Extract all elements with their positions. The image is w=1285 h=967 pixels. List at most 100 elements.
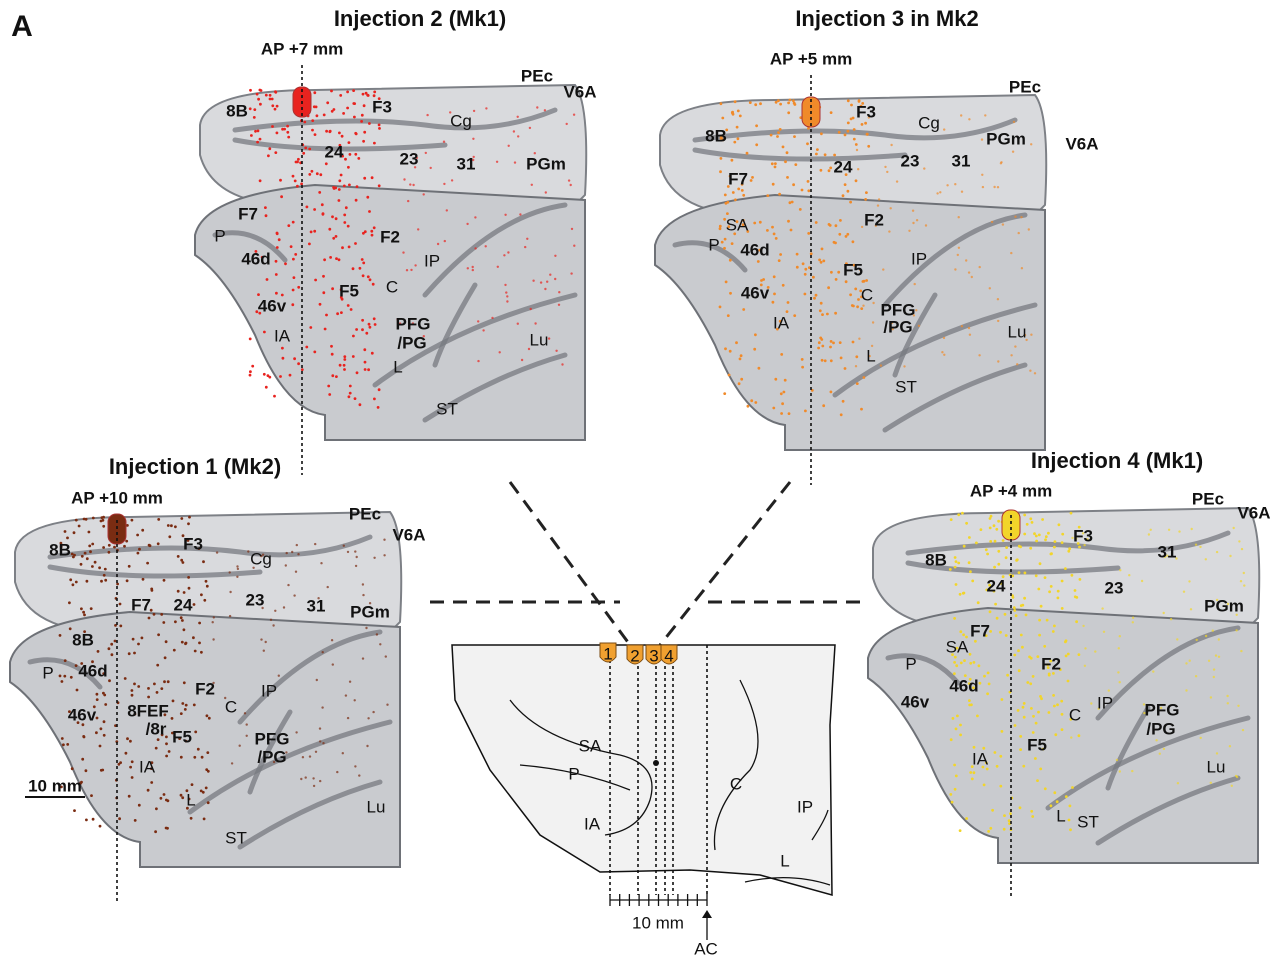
label-dot (989, 827, 992, 830)
label-dot (371, 176, 374, 179)
label-dot (327, 586, 329, 588)
label-dot (954, 183, 956, 185)
label-dot (368, 122, 371, 125)
label-dot (319, 780, 321, 782)
area-label: F3 (1073, 526, 1093, 545)
label-dot (804, 410, 807, 413)
label-dot (297, 286, 300, 289)
label-dot (296, 185, 299, 188)
label-dot (774, 166, 777, 169)
label-dot (306, 206, 309, 209)
area-label: Cg (918, 113, 940, 132)
label-dot (236, 565, 238, 567)
label-dot (989, 540, 992, 543)
label-dot (997, 563, 1000, 566)
label-dot (939, 191, 941, 193)
label-dot (101, 769, 104, 772)
label-dot (531, 184, 533, 186)
label-dot (286, 552, 288, 554)
label-dot (997, 360, 999, 362)
scale-label: 10 mm (28, 776, 82, 795)
label-dot (320, 562, 322, 564)
label-dot (1036, 655, 1039, 658)
label-dot (971, 276, 973, 278)
label-dot (123, 545, 126, 548)
label-dot (792, 99, 795, 102)
label-dot (968, 699, 971, 702)
area-label: C (861, 285, 873, 304)
label-dot (1020, 216, 1022, 218)
label-dot (329, 256, 332, 259)
label-dot (753, 222, 756, 225)
label-dot (986, 692, 989, 695)
label-dot (263, 331, 266, 334)
label-dot (978, 354, 980, 356)
label-dot (815, 294, 818, 297)
label-dot (755, 143, 758, 146)
label-dot (1074, 595, 1077, 598)
label-dot (318, 191, 321, 194)
label-dot (340, 311, 343, 314)
label-dot (160, 613, 163, 616)
area-label: 46v (901, 692, 930, 711)
label-dot (333, 108, 336, 111)
label-dot (1117, 671, 1119, 673)
label-dot (376, 633, 378, 635)
label-dot (141, 637, 144, 640)
label-dot (365, 627, 367, 629)
label-dot (81, 555, 84, 558)
label-dot (383, 554, 385, 556)
label-dot (68, 601, 71, 604)
label-dot (526, 238, 528, 240)
label-dot (1119, 681, 1121, 683)
area-label: 24 (987, 576, 1006, 595)
label-dot (1008, 819, 1011, 822)
label-dot (1053, 546, 1056, 549)
label-dot (300, 778, 302, 780)
label-dot (269, 94, 272, 97)
label-dot (1048, 590, 1051, 593)
label-dot (779, 128, 782, 131)
label-dot (247, 550, 249, 552)
label-dot (265, 94, 268, 97)
label-dot (437, 243, 439, 245)
label-dot (348, 395, 351, 398)
label-dot (276, 232, 279, 235)
label-dot (354, 550, 356, 552)
label-dot (787, 220, 790, 223)
label-dot (343, 364, 346, 367)
label-dot (840, 357, 843, 360)
label-dot (1038, 534, 1041, 537)
label-dot (279, 375, 282, 378)
label-dot (766, 194, 769, 197)
label-dot (540, 281, 542, 283)
label-dot (981, 174, 983, 176)
label-dot (157, 518, 160, 521)
label-dot (750, 179, 753, 182)
area-label: Cg (450, 111, 472, 130)
label-dot (1040, 605, 1043, 608)
label-dot (322, 212, 325, 215)
label-dot (268, 147, 271, 150)
label-dot (378, 127, 381, 130)
label-dot (180, 756, 183, 759)
label-dot (860, 408, 863, 411)
label-dot (260, 638, 262, 640)
label-dot (174, 620, 177, 623)
label-dot (821, 248, 824, 251)
label-dot (1078, 653, 1081, 656)
label-dot (294, 180, 297, 183)
label-dot (824, 359, 827, 362)
label-dot (830, 391, 833, 394)
label-dot (167, 799, 170, 802)
label-dot (64, 659, 67, 662)
label-dot (747, 405, 750, 408)
label-dot (1052, 694, 1055, 697)
label-dot (472, 266, 474, 268)
label-dot (286, 131, 289, 134)
label-dot (349, 153, 352, 156)
label-dot (835, 224, 838, 227)
label-dot (289, 374, 292, 377)
label-dot (953, 672, 956, 675)
label-dot (347, 225, 350, 228)
